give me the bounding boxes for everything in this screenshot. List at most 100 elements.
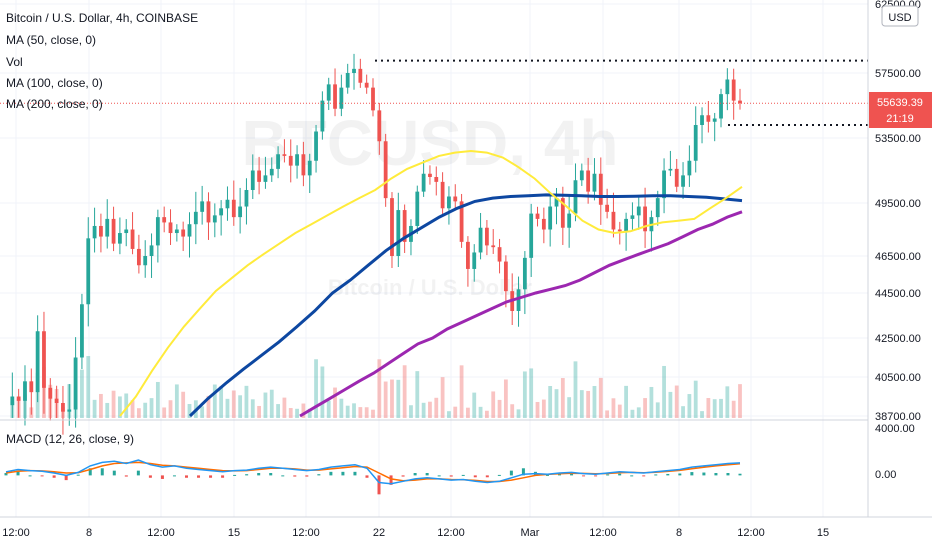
macd-histogram-bar <box>16 471 20 476</box>
volume-bar <box>92 399 97 418</box>
candle-body <box>244 190 249 207</box>
candle-body <box>181 229 186 237</box>
macd-histogram-bar <box>377 475 381 495</box>
candle-body <box>738 100 742 104</box>
legend-ma50[interactable]: MA (50, close, 0) <box>6 33 96 47</box>
legend-vol[interactable]: Vol <box>6 55 23 69</box>
volume-bar <box>719 398 723 418</box>
macd-histogram-bar <box>52 475 56 478</box>
candle-body <box>257 170 262 182</box>
candle-body <box>503 261 508 292</box>
candle-body <box>668 168 673 171</box>
candle-body <box>29 381 34 393</box>
last-price-value: 55639.39 <box>877 97 923 109</box>
macd-histogram-bar <box>582 475 586 477</box>
candle-body <box>282 154 287 156</box>
volume-bar <box>605 410 610 418</box>
volume-bar <box>681 406 685 418</box>
volume-bar <box>617 404 622 418</box>
volume-bar <box>288 408 293 418</box>
macd-histogram-bar <box>281 475 285 477</box>
candle-body <box>579 170 584 181</box>
time-tick-label: 15 <box>228 527 240 539</box>
volume-bar <box>377 359 382 418</box>
candle-body <box>187 224 192 237</box>
price-tick-label: 53500.00 <box>875 133 921 145</box>
candle-body <box>390 198 394 256</box>
candle-body <box>212 215 217 223</box>
macd-histogram-bar <box>413 473 417 476</box>
volume-bar <box>168 400 173 418</box>
macd-histogram-bar <box>485 475 489 478</box>
candle-body <box>35 331 40 393</box>
currency-button[interactable]: USD <box>881 5 919 27</box>
volume-bar <box>358 407 363 418</box>
legend-ma200[interactable]: MA (200, close, 0) <box>6 97 103 111</box>
macd-histogram-bar <box>305 475 309 477</box>
candle-body <box>396 210 401 256</box>
volume-bar <box>136 408 141 418</box>
candle-body <box>73 357 78 410</box>
legend-macd[interactable]: MACD (12, 26, close, 9) <box>6 432 134 446</box>
candle-body <box>643 206 647 232</box>
ma200-line <box>299 210 743 418</box>
candle-body <box>560 198 565 228</box>
candle-body <box>206 201 211 223</box>
volume-bar <box>187 404 192 418</box>
time-tick-label: 12:00 <box>292 527 320 539</box>
volume-bar <box>295 408 299 418</box>
time-axis[interactable]: 12:00 8 12:00 15 12:00 22 12:00 Mar 12:00 8 12:00 1… <box>2 527 829 539</box>
volume-bar <box>244 385 249 418</box>
macd-line <box>5 459 741 485</box>
macd-histogram-bar <box>4 473 8 476</box>
volume-bar <box>624 385 629 418</box>
volume-bar <box>339 398 344 418</box>
macd-histogram-bar <box>293 475 297 477</box>
macd-histogram-bar <box>257 473 261 476</box>
volume-bar <box>149 398 154 418</box>
price-tick-label: 44500.00 <box>875 288 921 300</box>
candle-body <box>674 168 679 187</box>
candle-body <box>54 398 59 403</box>
time-tick-label: 12:00 <box>147 527 175 539</box>
candle-body <box>219 208 224 216</box>
candle-body <box>42 331 46 388</box>
volume-bar <box>466 407 470 418</box>
candle-body <box>662 170 666 199</box>
symbol-title[interactable]: Bitcoin / U.S. Dollar, 4h, COINBASE <box>6 11 198 25</box>
volume-bar <box>371 409 375 418</box>
macd-histogram-bar <box>100 468 104 476</box>
candle-body <box>231 199 236 218</box>
volume-bar <box>655 402 660 418</box>
volume-bar <box>700 411 704 418</box>
candle-body <box>288 155 293 166</box>
price-tick-label: 38700.00 <box>875 411 921 423</box>
volume-bar <box>409 405 413 418</box>
candle-body <box>592 173 597 192</box>
candle-body <box>48 387 53 399</box>
candle-body <box>250 170 255 190</box>
volume-bar <box>314 359 318 418</box>
candle-body <box>162 217 167 223</box>
candle-body <box>61 403 65 412</box>
macd-histogram-bar <box>221 475 225 478</box>
candle-body <box>67 409 72 412</box>
legend-ma100[interactable]: MA (100, close, 0) <box>6 76 103 90</box>
time-tick-label: 8 <box>86 527 92 539</box>
candle-body <box>383 141 388 199</box>
macd-histogram-bar <box>630 475 634 477</box>
volume-bar <box>636 407 641 418</box>
price-tick-label: 42500.00 <box>875 333 921 345</box>
volume-bar <box>326 400 331 418</box>
volume-bar <box>174 384 179 418</box>
candle-body <box>472 252 477 269</box>
volume-bar <box>535 401 540 418</box>
volume-bar <box>510 404 515 418</box>
candle-body <box>567 213 572 228</box>
time-tick-label: 12:00 <box>589 527 617 539</box>
macd-histogram-bar <box>702 472 706 476</box>
candle-body <box>174 229 179 234</box>
watermark-description: Bitcoin / U.S. Dollar <box>328 275 533 300</box>
volume-bar <box>459 365 464 418</box>
